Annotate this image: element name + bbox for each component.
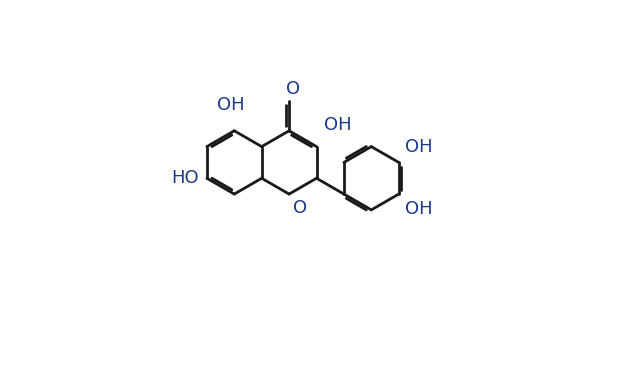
Text: O: O — [287, 80, 301, 98]
Text: OH: OH — [405, 200, 433, 218]
Text: O: O — [293, 199, 307, 217]
Text: OH: OH — [217, 96, 245, 114]
Text: OH: OH — [405, 138, 433, 156]
Text: HO: HO — [171, 169, 199, 187]
Text: OH: OH — [324, 116, 351, 134]
